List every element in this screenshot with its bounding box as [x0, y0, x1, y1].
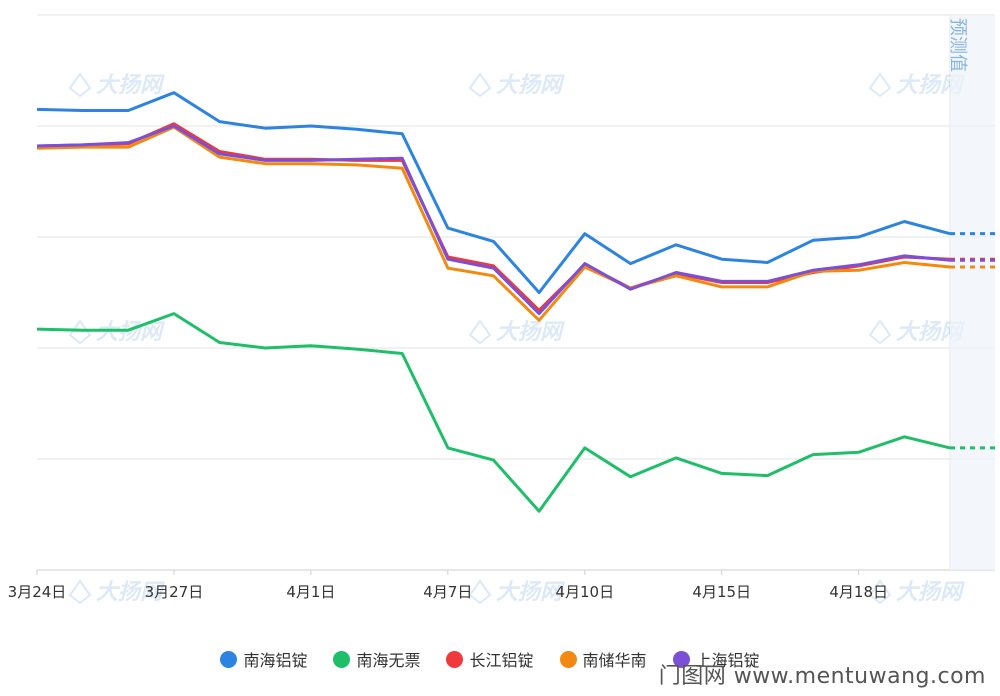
legend-item[interactable]: 南海无票: [333, 647, 420, 671]
watermark-logo: 大扬网: [468, 579, 565, 605]
svg-text:大扬网: 大扬网: [496, 73, 565, 98]
x-tick-label: 4月10日: [555, 583, 614, 601]
legend-label: 南海无票: [356, 651, 421, 670]
svg-text:大扬网: 大扬网: [496, 320, 565, 345]
watermark-logo: 大扬网: [468, 319, 565, 345]
legend-item[interactable]: 上海铝锭: [672, 647, 760, 671]
legend: 南海铝锭 南海无票 长江铝锭 南储华南 上海铝锭: [0, 644, 1000, 674]
x-tick-label: 4月7日: [423, 583, 472, 601]
series-line: [36, 91, 951, 294]
watermark-logo: 大扬网: [68, 319, 165, 345]
series-line: [36, 312, 951, 513]
legend-label: 南海铝锭: [243, 651, 308, 670]
watermark-logo: 大扬网: [468, 72, 565, 98]
site-watermark: 门图网 www.mentuwang.com: [658, 664, 986, 689]
watermark-logo: 大扬网: [868, 579, 965, 605]
legend-dot-icon: [559, 650, 577, 668]
legend-dot-icon: [446, 650, 464, 668]
x-tick-label: 3月27日: [145, 583, 204, 601]
svg-text:大扬网: 大扬网: [896, 580, 965, 605]
legend-item[interactable]: 南海铝锭: [220, 647, 307, 671]
svg-text:大扬网: 大扬网: [96, 73, 165, 98]
legend-label: 南储华南: [582, 651, 647, 670]
legend-label: 上海铝锭: [695, 651, 760, 670]
x-tick-label: 4月1日: [286, 583, 335, 601]
x-tick-label: 4月15日: [692, 583, 751, 601]
series-lines: [36, 91, 995, 513]
svg-text:大扬网: 大扬网: [96, 580, 165, 605]
series-line: [36, 122, 951, 312]
series-line: [36, 124, 951, 316]
series-line: [36, 125, 951, 322]
prediction-band: [950, 15, 995, 570]
x-tick-label: 4月18日: [829, 583, 888, 601]
legend-item[interactable]: 南储华南: [559, 647, 647, 671]
legend-label: 长江铝锭: [469, 651, 534, 670]
legend-dot-icon: [672, 650, 690, 668]
svg-text:大扬网: 大扬网: [496, 580, 565, 605]
watermark-logo: 大扬网: [68, 579, 165, 605]
svg-text:大扬网: 大扬网: [96, 320, 165, 345]
watermark-logo: 大扬网: [68, 72, 165, 98]
legend-dot-icon: [220, 650, 238, 668]
prediction-label: 预测值: [947, 18, 968, 72]
legend-item[interactable]: 长江铝锭: [446, 647, 534, 671]
x-axis-ticks: 3月24日 3月27日 4月1日 4月7日 4月10日 4月15日 4月18日: [8, 570, 888, 601]
legend-dot-icon: [333, 650, 351, 668]
x-tick-label: 3月24日: [8, 583, 67, 601]
